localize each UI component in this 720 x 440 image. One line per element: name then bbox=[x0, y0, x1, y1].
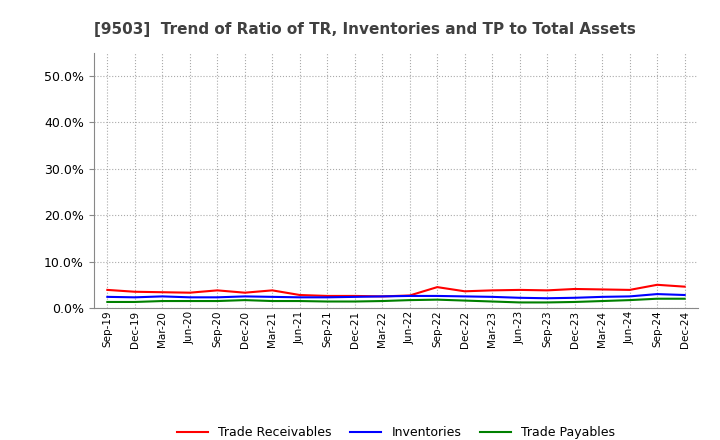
Line: Trade Payables: Trade Payables bbox=[107, 299, 685, 302]
Trade Receivables bbox=[130, 289, 139, 294]
Inventories bbox=[680, 292, 689, 297]
Trade Receivables bbox=[158, 290, 166, 295]
Trade Receivables bbox=[405, 293, 414, 298]
Trade Payables bbox=[516, 300, 524, 305]
Inventories bbox=[268, 294, 276, 300]
Trade Payables bbox=[460, 298, 469, 303]
Trade Receivables bbox=[295, 292, 304, 297]
Inventories bbox=[433, 293, 441, 299]
Trade Payables bbox=[543, 300, 552, 305]
Trade Receivables bbox=[626, 287, 634, 293]
Trade Receivables bbox=[103, 287, 112, 293]
Trade Receivables bbox=[598, 287, 606, 292]
Trade Payables bbox=[433, 297, 441, 302]
Inventories bbox=[378, 294, 387, 299]
Trade Payables bbox=[295, 298, 304, 304]
Trade Payables bbox=[213, 298, 222, 304]
Inventories bbox=[323, 295, 332, 300]
Trade Receivables bbox=[516, 287, 524, 293]
Inventories bbox=[213, 295, 222, 300]
Trade Payables bbox=[378, 298, 387, 304]
Inventories bbox=[158, 294, 166, 299]
Inventories bbox=[516, 295, 524, 301]
Trade Receivables bbox=[543, 288, 552, 293]
Trade Payables bbox=[680, 296, 689, 301]
Inventories bbox=[405, 293, 414, 299]
Trade Payables bbox=[488, 299, 497, 304]
Inventories bbox=[488, 294, 497, 300]
Inventories bbox=[626, 294, 634, 299]
Trade Payables bbox=[186, 298, 194, 304]
Inventories bbox=[543, 296, 552, 301]
Inventories bbox=[460, 294, 469, 299]
Inventories bbox=[570, 295, 579, 301]
Inventories bbox=[351, 294, 359, 300]
Trade Receivables bbox=[488, 288, 497, 293]
Trade Receivables bbox=[268, 288, 276, 293]
Line: Inventories: Inventories bbox=[107, 294, 685, 298]
Inventories bbox=[295, 295, 304, 300]
Trade Receivables bbox=[351, 293, 359, 299]
Trade Payables bbox=[130, 299, 139, 304]
Trade Payables bbox=[570, 299, 579, 304]
Trade Receivables bbox=[240, 290, 249, 295]
Trade Payables bbox=[158, 298, 166, 304]
Trade Payables bbox=[323, 299, 332, 304]
Trade Payables bbox=[240, 297, 249, 303]
Inventories bbox=[598, 294, 606, 300]
Trade Receivables bbox=[213, 288, 222, 293]
Trade Receivables bbox=[653, 282, 662, 287]
Trade Payables bbox=[405, 297, 414, 303]
Legend: Trade Receivables, Inventories, Trade Payables: Trade Receivables, Inventories, Trade Pa… bbox=[171, 422, 621, 440]
Inventories bbox=[653, 291, 662, 297]
Trade Payables bbox=[103, 299, 112, 304]
Inventories bbox=[186, 295, 194, 300]
Trade Payables bbox=[268, 298, 276, 304]
Trade Payables bbox=[351, 299, 359, 304]
Trade Payables bbox=[653, 296, 662, 301]
Trade Payables bbox=[598, 298, 606, 304]
Trade Receivables bbox=[680, 284, 689, 289]
Text: [9503]  Trend of Ratio of TR, Inventories and TP to Total Assets: [9503] Trend of Ratio of TR, Inventories… bbox=[94, 22, 636, 37]
Inventories bbox=[103, 294, 112, 300]
Trade Receivables bbox=[570, 286, 579, 292]
Trade Receivables bbox=[460, 289, 469, 294]
Trade Payables bbox=[626, 297, 634, 303]
Inventories bbox=[240, 294, 249, 299]
Line: Trade Receivables: Trade Receivables bbox=[107, 285, 685, 297]
Trade Receivables bbox=[186, 290, 194, 295]
Trade Receivables bbox=[323, 293, 332, 299]
Trade Receivables bbox=[433, 285, 441, 290]
Inventories bbox=[130, 295, 139, 300]
Trade Receivables bbox=[378, 294, 387, 299]
